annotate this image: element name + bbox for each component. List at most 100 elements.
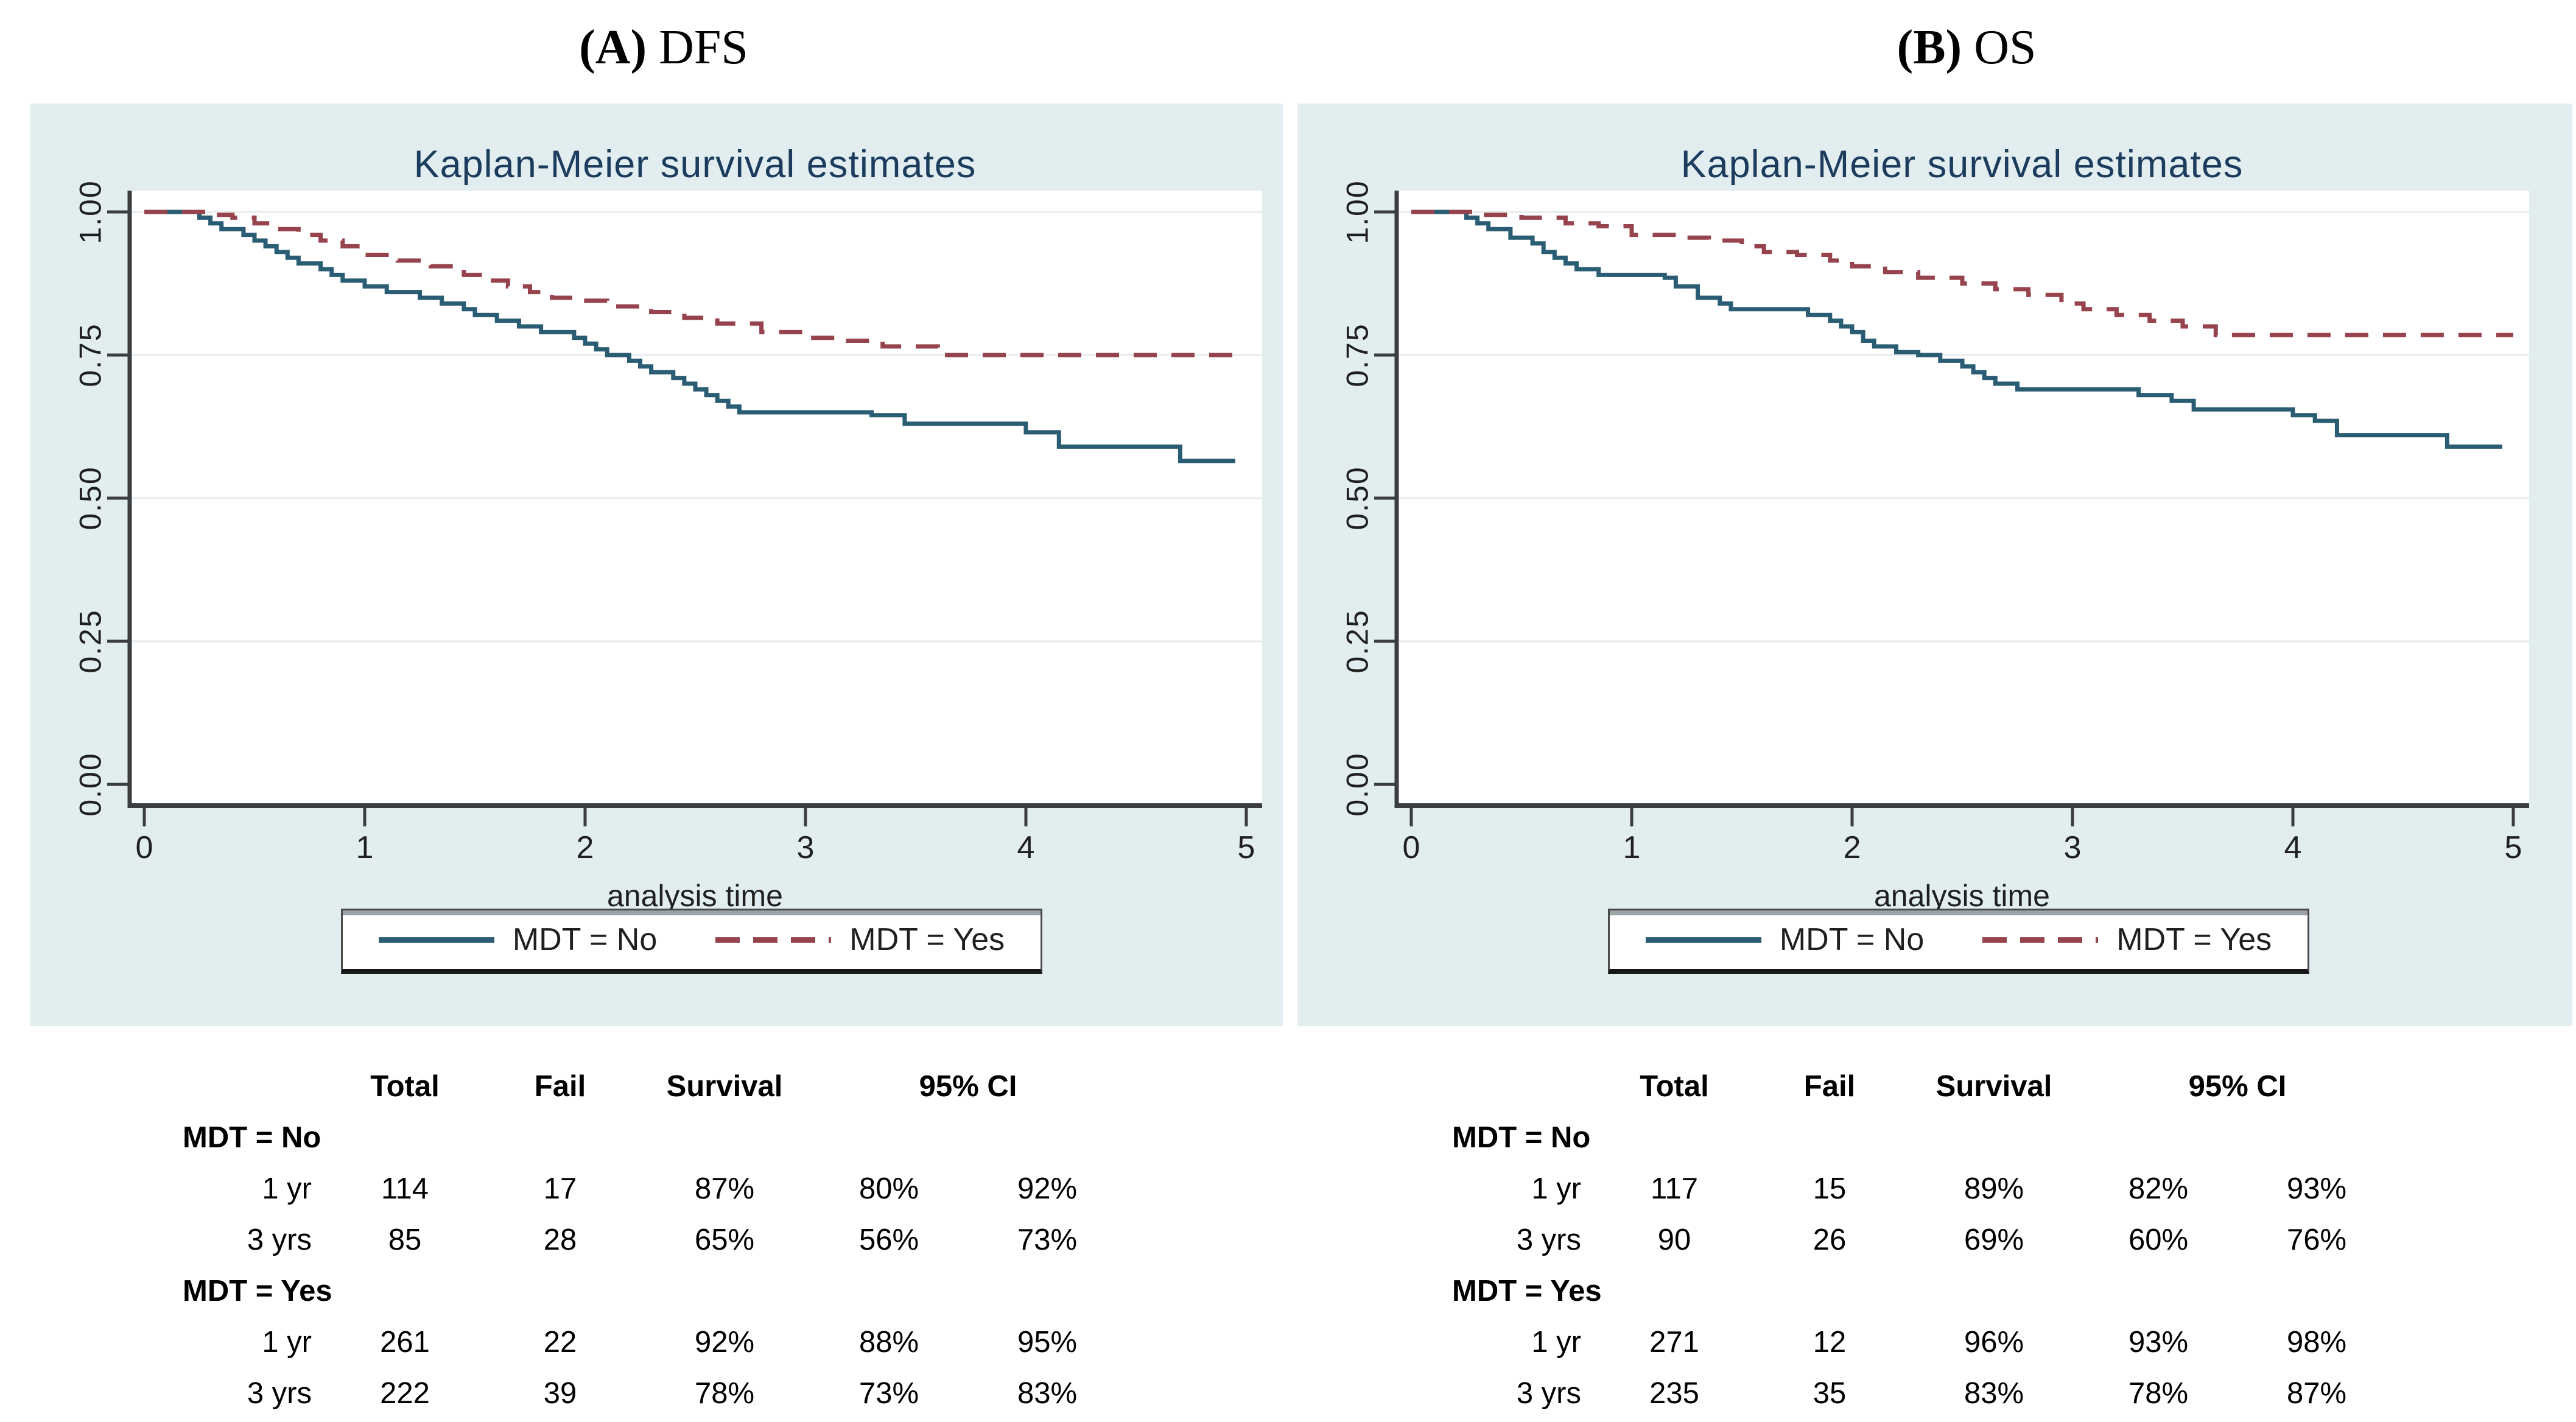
x-tick-label: 1 [1623, 830, 1641, 865]
panel-a-caption-letter: (A) [579, 21, 647, 74]
cell-ci-high: 93% [2286, 1172, 2347, 1205]
cell-ci-high: 76% [2286, 1223, 2347, 1256]
cell-fail: 26 [1813, 1223, 1847, 1256]
x-tick-label: 3 [796, 830, 815, 865]
chart-title: Kaplan-Meier survival estimates [413, 143, 977, 186]
row-time: 1 yr [262, 1326, 312, 1359]
legend-label: MDT = Yes [849, 922, 1005, 957]
cell-fail: 22 [543, 1326, 577, 1359]
cell-ci-low: 82% [2128, 1172, 2189, 1205]
group-label-mdt-yes: MDT = Yes [183, 1275, 332, 1308]
row-time: 3 yrs [1516, 1377, 1581, 1410]
legend-item-mdt-yes: MDT = Yes [715, 921, 1005, 958]
x-tick-label: 0 [1402, 830, 1420, 865]
row-time: 3 yrs [1516, 1223, 1581, 1256]
x-tick-label: 5 [2504, 830, 2522, 865]
header-fail: Fail [534, 1070, 586, 1103]
legend-item-mdt-no: MDT = No [1645, 921, 1925, 958]
panel-b-caption: (B) OS [1662, 16, 2271, 79]
x-tick-label: 3 [2063, 830, 2082, 865]
legend: MDT = No MDT = Yes [341, 909, 1042, 974]
x-tick-label: 1 [356, 830, 374, 865]
cell-ci-high: 83% [1017, 1377, 1078, 1410]
cell-survival: 96% [1964, 1326, 2024, 1359]
cell-total: 114 [381, 1172, 429, 1205]
cell-ci-low: 73% [858, 1377, 919, 1410]
cell-total: 90 [1657, 1223, 1691, 1256]
group-label-mdt-no: MDT = No [183, 1121, 321, 1154]
solid-line-swatch [378, 937, 494, 943]
legend-label: MDT = Yes [2116, 922, 2272, 957]
cell-ci-low: 56% [858, 1223, 919, 1256]
x-tick-label: 4 [1017, 830, 1035, 865]
x-axis-label: analysis time [607, 879, 783, 913]
cell-ci-high: 92% [1017, 1172, 1078, 1205]
km-plot-os [1374, 191, 2529, 826]
km-panel-os: Kaplan-Meier survival estimates 1.00 0.7… [1297, 104, 2572, 1026]
chart-title: Kaplan-Meier survival estimates [1680, 143, 2244, 186]
cell-survival: 65% [694, 1223, 755, 1256]
x-tick-label: 5 [1237, 830, 1255, 865]
cell-total: 261 [380, 1326, 430, 1359]
cell-fail: 17 [543, 1172, 577, 1205]
row-time: 3 yrs [247, 1377, 312, 1410]
legend-item-mdt-yes: MDT = Yes [1982, 921, 2272, 958]
cell-ci-high: 73% [1017, 1223, 1078, 1256]
panel-b-caption-letter: (B) [1897, 21, 1962, 74]
x-tick-label: 2 [1843, 830, 1861, 865]
cell-survival: 69% [1964, 1223, 2024, 1256]
x-tick-label: 2 [576, 830, 594, 865]
cell-ci-low: 60% [2128, 1223, 2189, 1256]
km-panel-dfs: Kaplan-Meier survival estimates 1.00 0.7… [30, 104, 1283, 1026]
header-total: Total [370, 1070, 440, 1103]
solid-line-swatch [1645, 937, 1761, 943]
header-ci: 95% CI [2188, 1070, 2287, 1103]
cell-survival: 89% [1964, 1172, 2024, 1205]
cell-ci-low: 93% [2128, 1326, 2189, 1359]
legend-item-mdt-no: MDT = No [378, 921, 658, 958]
cell-fail: 35 [1813, 1377, 1847, 1410]
cell-survival: 87% [694, 1172, 755, 1205]
x-tick-label: 0 [135, 830, 153, 865]
row-time: 3 yrs [247, 1223, 312, 1256]
header-ci: 95% CI [919, 1070, 1017, 1103]
cell-survival: 92% [694, 1326, 755, 1359]
cell-ci-low: 78% [2128, 1377, 2189, 1410]
group-label-mdt-yes: MDT = Yes [1452, 1275, 1602, 1308]
cell-fail: 28 [543, 1223, 577, 1256]
row-time: 1 yr [1531, 1326, 1581, 1359]
dashed-line-swatch [715, 937, 832, 943]
header-total: Total [1640, 1070, 1709, 1103]
dashed-line-swatch [1982, 937, 2099, 943]
legend-label: MDT = No [512, 922, 658, 957]
dfs-summary-table: Total Fail Survival 95% CI MDT = No 1 yr… [183, 1061, 1126, 1419]
row-time: 1 yr [1531, 1172, 1581, 1205]
x-axis-label: analysis time [1874, 879, 2050, 913]
cell-total: 235 [1649, 1377, 1699, 1410]
cell-total: 222 [380, 1377, 430, 1410]
cell-ci-high: 95% [1017, 1326, 1078, 1359]
x-tick-label: 4 [2284, 830, 2302, 865]
cell-total: 271 [1649, 1326, 1699, 1359]
header-survival: Survival [1936, 1070, 2052, 1103]
cell-fail: 39 [543, 1377, 577, 1410]
cell-fail: 15 [1813, 1172, 1847, 1205]
cell-ci-high: 98% [2286, 1326, 2347, 1359]
header-fail: Fail [1803, 1070, 1856, 1103]
row-time: 1 yr [262, 1172, 312, 1205]
cell-total: 117 [1650, 1172, 1699, 1205]
panel-b-caption-label: OS [1974, 21, 2037, 74]
group-label-mdt-no: MDT = No [1452, 1121, 1591, 1154]
os-summary-table: Total Fail Survival 95% CI MDT = No 1 yr… [1452, 1061, 2396, 1419]
legend-label: MDT = No [1779, 922, 1925, 957]
legend: MDT = No MDT = Yes [1608, 909, 2309, 974]
cell-survival: 83% [1964, 1377, 2024, 1410]
cell-fail: 12 [1813, 1326, 1847, 1359]
km-plot-dfs [107, 191, 1262, 826]
cell-ci-low: 80% [858, 1172, 919, 1205]
panel-a-caption: (A) DFS [359, 16, 968, 79]
panel-a-caption-label: DFS [659, 21, 748, 74]
cell-ci-high: 87% [2286, 1377, 2347, 1410]
header-survival: Survival [666, 1070, 783, 1103]
